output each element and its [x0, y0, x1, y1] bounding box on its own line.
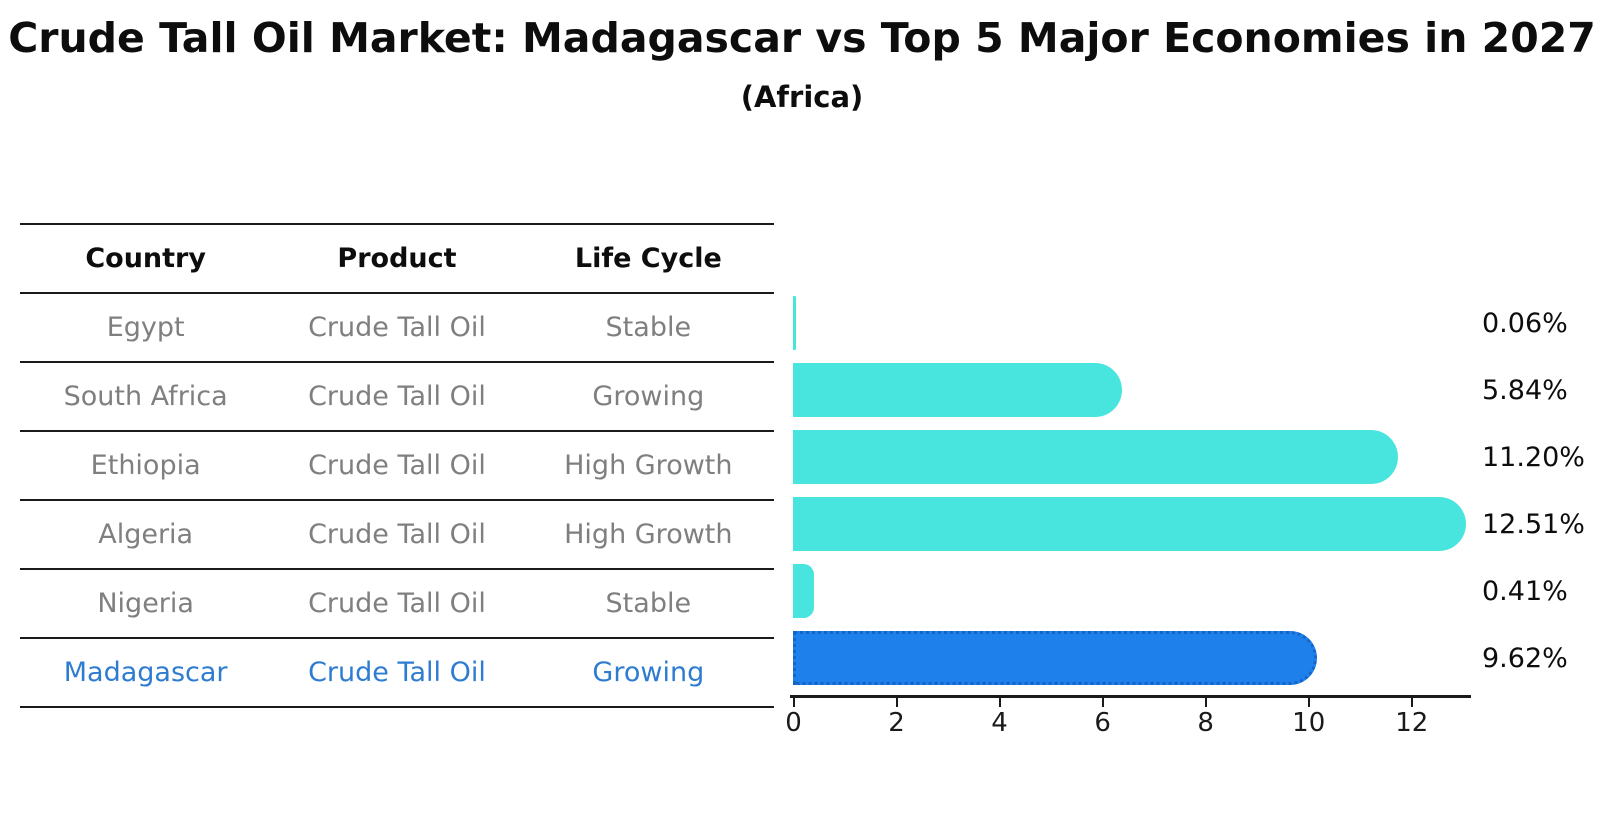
x-tick-mark: [1101, 698, 1104, 707]
country-info-table: Country Product Life Cycle Egypt Crude Ta…: [20, 223, 774, 708]
cell-product: Crude Tall Oil: [308, 588, 486, 619]
cell-product: Crude Tall Oil: [308, 450, 486, 481]
table-row: South Africa Crude Tall Oil Growing: [20, 363, 774, 432]
bar-value-label: 5.84%: [1482, 375, 1568, 406]
header-life-cycle: Life Cycle: [574, 243, 722, 274]
cell-product: Crude Tall Oil: [308, 657, 486, 688]
bar-row: [793, 357, 1473, 424]
bar-value-label: 11.20%: [1482, 442, 1585, 473]
cell-life-cycle: Growing: [592, 657, 705, 688]
table-body: Egypt Crude Tall Oil Stable South Africa Cru…: [20, 294, 774, 708]
table-row: Madagascar Crude Tall Oil Growing: [20, 639, 774, 708]
x-tick-label: 12: [1395, 708, 1429, 738]
header-product: Product: [337, 243, 457, 274]
bar-madagascar-highlight: [793, 631, 1317, 685]
x-tick-label: 6: [1094, 708, 1111, 738]
x-tick-mark: [792, 698, 795, 707]
table-row: Egypt Crude Tall Oil Stable: [20, 294, 774, 363]
cell-product: Crude Tall Oil: [308, 381, 486, 412]
cell-life-cycle: Stable: [605, 588, 692, 619]
table-row: Nigeria Crude Tall Oil Stable: [20, 570, 774, 639]
bar-value-label: 0.41%: [1482, 576, 1568, 607]
x-tick-label: 8: [1197, 708, 1214, 738]
cell-life-cycle: Growing: [592, 381, 705, 412]
cell-country: Algeria: [98, 519, 194, 550]
table-row: Ethiopia Crude Tall Oil High Growth: [20, 432, 774, 501]
x-tick-mark: [998, 698, 1001, 707]
cell-country: Egypt: [106, 312, 185, 343]
bar-egypt: [793, 296, 797, 350]
cell-country: Nigeria: [97, 588, 194, 619]
bar-row: [793, 558, 1473, 625]
bar-row: [793, 491, 1473, 558]
x-tick-mark: [1307, 698, 1310, 707]
bar-algeria: [793, 497, 1466, 551]
cell-life-cycle: High Growth: [564, 519, 733, 550]
bar-south-africa: [793, 363, 1122, 417]
header-country: Country: [85, 243, 206, 274]
x-tick-label: 4: [991, 708, 1008, 738]
x-tick-label: 0: [785, 708, 802, 738]
x-tick-label: 2: [888, 708, 905, 738]
x-tick-mark: [895, 698, 898, 707]
bar-value-label: 0.06%: [1482, 308, 1568, 339]
cell-country: Madagascar: [63, 657, 228, 688]
cell-product: Crude Tall Oil: [308, 519, 486, 550]
page-subtitle: (Africa): [740, 80, 864, 114]
cell-product: Crude Tall Oil: [308, 312, 486, 343]
bar-row: [793, 625, 1473, 692]
bar-row: [793, 290, 1473, 357]
x-tick-label: 10: [1292, 708, 1326, 738]
x-tick-mark: [1410, 698, 1413, 707]
cell-life-cycle: High Growth: [564, 450, 733, 481]
x-axis: [790, 695, 1471, 698]
bar-chart: [793, 290, 1473, 692]
cell-life-cycle: Stable: [605, 312, 692, 343]
cell-country: South Africa: [63, 381, 228, 412]
page-title: Crude Tall Oil Market: Madagascar vs Top…: [8, 14, 1596, 62]
cell-country: Ethiopia: [90, 450, 201, 481]
table-header-row: Country Product Life Cycle: [20, 223, 774, 294]
bar-value-label: 9.62%: [1482, 643, 1568, 674]
bar-value-label: 12.51%: [1482, 509, 1585, 540]
x-tick-mark: [1204, 698, 1207, 707]
bar-ethiopia: [793, 430, 1399, 484]
bar-nigeria: [793, 564, 815, 618]
table-row: Algeria Crude Tall Oil High Growth: [20, 501, 774, 570]
bar-row: [793, 424, 1473, 491]
